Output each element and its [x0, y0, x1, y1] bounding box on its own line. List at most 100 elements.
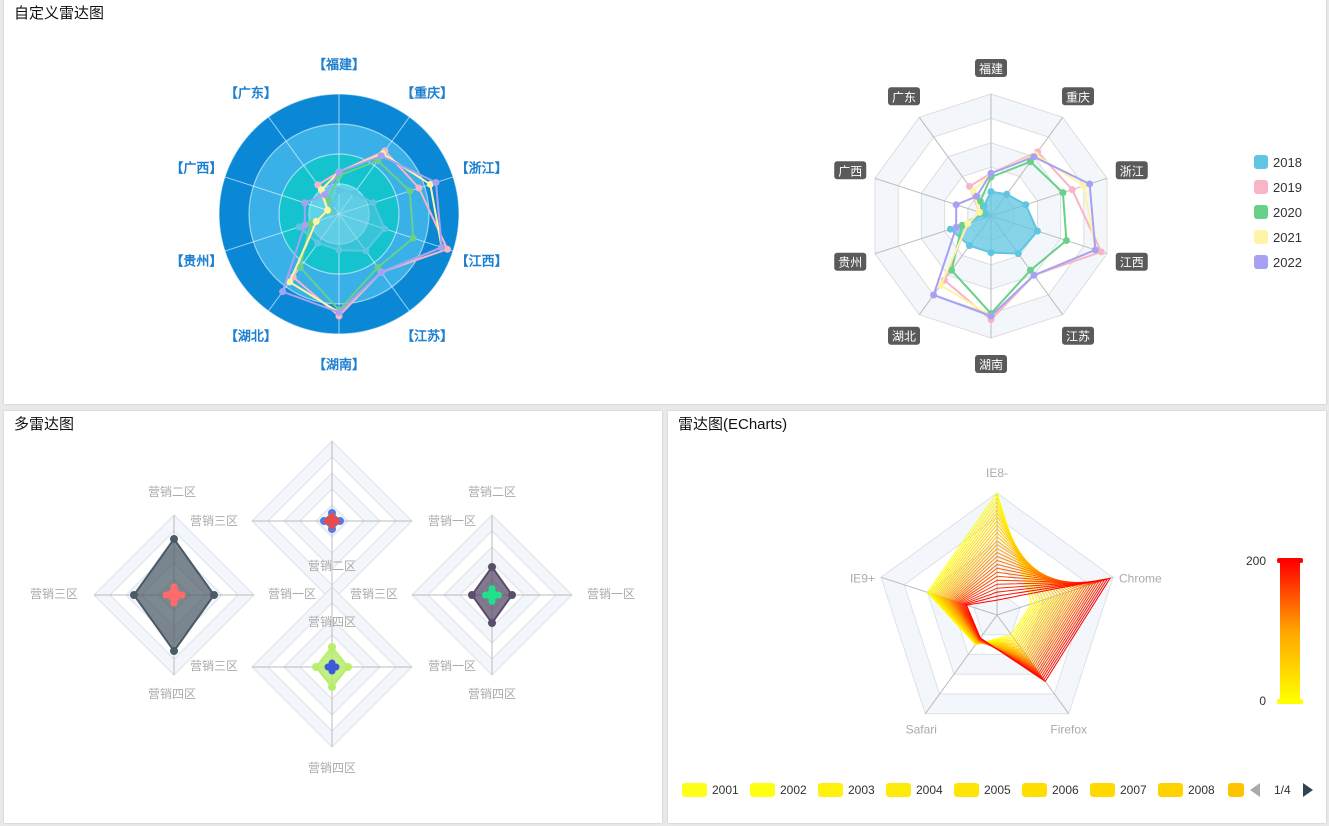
axis-label: 营销一区 [428, 514, 476, 528]
data-point [323, 517, 331, 525]
axis-label-badge [1115, 252, 1148, 271]
data-point [987, 169, 995, 177]
data-point [438, 243, 446, 251]
data-point [948, 266, 956, 274]
panel-title: 雷达图(ECharts) [678, 416, 788, 433]
legend-swatch [1158, 783, 1183, 797]
custom-radar-chart: 【福建】【重庆】【浙江】【江西】【江苏】【湖南】 【湖北】 【贵州】 【广西】 【广东】… [170, 57, 1302, 373]
data-point [1003, 190, 1011, 198]
data-point [952, 223, 960, 231]
data-point [980, 202, 988, 210]
axis-label: 【江西】 [456, 253, 508, 268]
axis-label: 营销四区 [468, 687, 516, 701]
data-point [130, 591, 138, 599]
data-point [488, 563, 496, 571]
axis-label: 【福建】 [313, 57, 365, 72]
data-point [964, 220, 972, 228]
data-point [328, 683, 336, 691]
data-point [1030, 271, 1038, 279]
legend-next-icon [1303, 783, 1313, 797]
data-point [377, 152, 385, 160]
data-point [301, 199, 309, 207]
data-point [178, 591, 186, 599]
data-point [1033, 227, 1041, 235]
radar-spoke [338, 213, 410, 312]
legend-label: 2002 [780, 783, 807, 797]
data-point [1030, 153, 1038, 161]
data-point [333, 517, 341, 525]
data-point [324, 206, 332, 214]
radar-spoke [224, 213, 340, 252]
legend-swatch [818, 783, 843, 797]
data-point [482, 591, 490, 599]
axis-label-badge [834, 161, 867, 180]
data-point [432, 178, 440, 186]
legend-swatch [1254, 230, 1268, 244]
axis-label: 【广东】 [225, 86, 277, 101]
data-point [969, 187, 977, 195]
data-point [344, 663, 352, 671]
radar-spoke [268, 213, 340, 312]
data-point [301, 221, 309, 229]
data-point [362, 247, 370, 255]
data-point [312, 663, 320, 671]
legend-prev-icon [1250, 783, 1260, 797]
axis-label: 广东 [892, 90, 916, 104]
axis-label-badge [975, 59, 1007, 77]
data-point [1026, 266, 1034, 274]
axis-label: 贵州 [838, 256, 862, 270]
legend-label: 2003 [848, 783, 875, 797]
series-line [929, 499, 1039, 645]
series-line [965, 577, 1112, 683]
axis-label: 营销四区 [308, 761, 356, 775]
series-line [935, 515, 1050, 646]
axis-label-badge [975, 355, 1007, 373]
legend-swatch [750, 783, 775, 797]
data-point [170, 647, 178, 655]
visual-map-max-label: 200 [1246, 554, 1266, 568]
legend-label: 2005 [984, 783, 1011, 797]
data-point [335, 308, 343, 316]
data-point [406, 187, 414, 195]
legend-label: 2021 [1273, 230, 1302, 245]
data-point [381, 225, 389, 233]
legend-swatch [886, 783, 911, 797]
axis-label-badge [888, 87, 921, 106]
data-point [286, 278, 294, 286]
legend-label: 2018 [1273, 155, 1302, 170]
data-point [1059, 189, 1067, 197]
data-point [335, 168, 343, 176]
visual-map-handle-top [1277, 558, 1303, 563]
data-point [312, 217, 320, 225]
data-point [952, 201, 960, 209]
legend-swatch [1254, 155, 1268, 169]
data-point [930, 291, 938, 299]
legend-page-label: 1/4 [1274, 783, 1291, 797]
multi-radar-chart: 营销二区营销一区营销四区营销三区营销三区营销三区营销二区营销四区营销四区营销三区… [30, 440, 635, 775]
axis-label: 湖北 [892, 329, 916, 344]
data-point [488, 619, 496, 627]
series-line [941, 531, 1062, 653]
radar-spoke [224, 176, 340, 215]
radar-spoke [338, 116, 410, 215]
legend-swatch [1254, 180, 1268, 194]
data-point [335, 246, 343, 254]
data-point [488, 597, 496, 605]
axis-label: 江苏 [1066, 330, 1090, 344]
data-point [494, 591, 502, 599]
data-point [324, 663, 332, 671]
data-point [958, 221, 966, 229]
data-point [426, 180, 434, 188]
data-point [377, 268, 385, 276]
data-point [508, 591, 516, 599]
data-point [409, 234, 417, 242]
axis-label: IE8- [986, 466, 1008, 480]
axis-label-badge [888, 326, 921, 345]
legend-label: 2004 [916, 783, 943, 797]
series-line [928, 495, 1036, 645]
axis-label: 营销二区 [308, 559, 356, 573]
axis-label: 【广西】 [170, 161, 222, 176]
legend-swatch-partial [1228, 783, 1244, 797]
data-point [317, 186, 325, 194]
